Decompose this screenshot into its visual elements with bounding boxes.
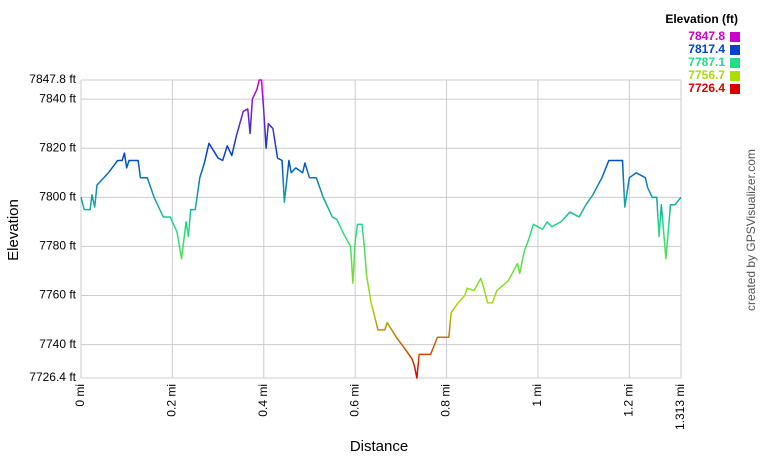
x-tick-label: 0.6 mi [347,384,361,417]
x-tick-label: 1.313 mi [673,384,687,430]
x-tick-label: 0.2 mi [165,384,179,417]
legend-swatch [730,32,740,42]
y-axis-label: Elevation [5,199,22,261]
y-tick-label: 7840 ft [39,91,76,105]
legend-value: 7817.4 [688,42,725,56]
x-axis-label: Distance [350,438,408,455]
credit: created by GPSVisualizer.com [744,149,758,311]
legend-value: 7787.1 [688,55,725,69]
legend-value: 7756.7 [688,68,725,82]
legend-swatch [730,58,740,68]
y-tick-label: 7847.8 ft [29,72,76,86]
legend-value: 7847.8 [688,29,725,43]
y-tick-label: 7740 ft [39,337,76,351]
x-tick-label: 0.4 mi [256,384,270,417]
x-tick-label: 0.8 mi [439,384,453,417]
legend-value: 7726.4 [688,81,725,95]
y-tick-label: 7780 ft [39,239,76,253]
y-tick-label: 7760 ft [39,288,76,302]
y-tick-label: 7726.4 ft [29,370,76,384]
x-tick-label: 1 mi [530,384,544,407]
legend-title: Elevation (ft) [665,12,738,26]
y-tick-label: 7820 ft [39,140,76,154]
x-tick-label: 0 mi [73,384,87,407]
x-tick-label: 1.2 mi [622,384,636,417]
legend-swatch [730,45,740,55]
legend-swatch [730,71,740,81]
legend-swatch [730,84,740,94]
y-tick-label: 7800 ft [39,190,76,204]
elevation-line [80,79,682,379]
